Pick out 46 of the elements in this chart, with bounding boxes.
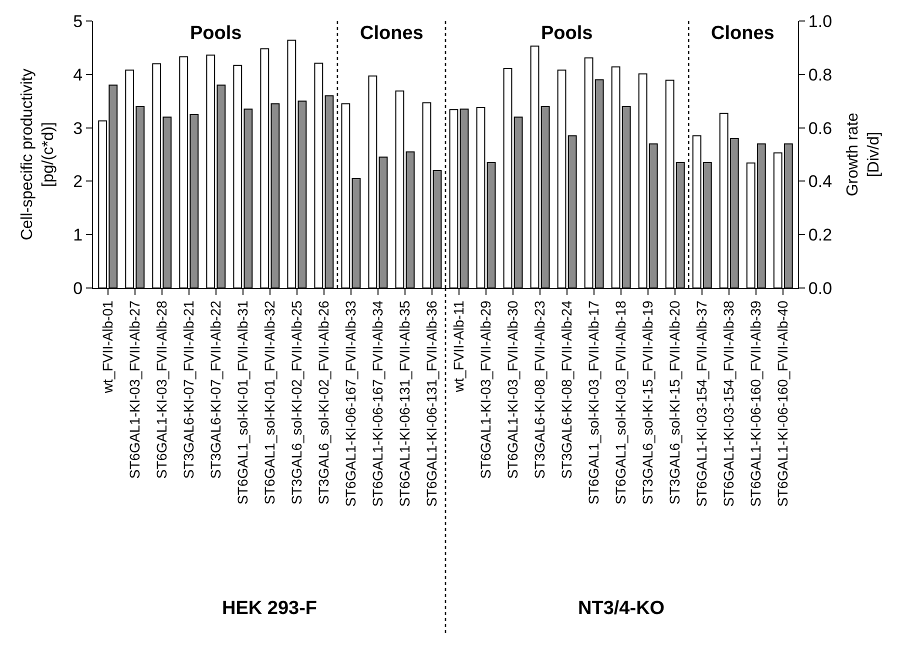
x-tick-label: ST6GAL1_sol-KI-01_FVII-Alb-32 xyxy=(261,300,278,504)
annotation: Clones xyxy=(711,23,774,44)
x-tick-label: ST6GAL1-KI-06-131_FVII-Alb-35 xyxy=(396,300,413,507)
x-tick-label: ST6GAL1_sol-KI-03_FVII-Alb-18 xyxy=(612,300,629,504)
y2-tick-label: 0.8 xyxy=(808,65,832,84)
annotation: Pools xyxy=(190,23,242,44)
x-tick-label: ST3GAL6-KI-08_FVII-Alb-24 xyxy=(558,300,575,479)
x-tick-label: ST6GAL1-KI-03_FVII-Alb-27 xyxy=(126,300,142,479)
annotation: Clones xyxy=(360,23,424,44)
x-tick-label: ST6GAL1-KI-06-160_FVII-Alb-40 xyxy=(774,300,791,507)
x-tick-label: ST6GAL1-KI-03-154_FVII-Alb-37 xyxy=(694,300,710,507)
x-tick-label: ST6GAL1-KI-03-154_FVII-Alb-38 xyxy=(720,300,737,507)
x-tick-label: ST3GAL6_sol-KI-15_FVII-Alb-19 xyxy=(640,300,656,504)
y-tick-label: 1 xyxy=(73,226,83,245)
y2-axis-title: Growth rate [Div/d] xyxy=(844,112,883,196)
text: HEK 293-F xyxy=(222,598,318,619)
x-tick-label: ST6GAL1-KI-06-167_FVII-Alb-34 xyxy=(370,300,386,507)
annotation: Pools xyxy=(541,23,593,44)
x-tick-label: ST6GAL1-KI-06-131_FVII-Alb-36 xyxy=(424,300,440,507)
x-tick-label: ST6GAL1-KI-03_FVII-Alb-30 xyxy=(504,300,521,479)
x-tick-label: ST3GAL6_sol-KI-02_FVII-Alb-26 xyxy=(316,300,332,504)
x-tick-label: ST3GAL6-KI-07_FVII-Alb-21 xyxy=(180,300,196,479)
y2-tick-label: 0.4 xyxy=(808,172,832,192)
x-tick-label: ST6GAL1_sol-KI-01_FVII-Alb-31 xyxy=(234,300,250,504)
y-tick-label: 0 xyxy=(73,278,83,298)
y-tick-label: 2 xyxy=(73,172,83,192)
text: NT3/4-KO xyxy=(578,598,665,619)
y-tick-label: 5 xyxy=(73,12,83,31)
x-tick-label: ST6GAL1-KI-03_FVII-Alb-29 xyxy=(478,300,494,479)
x-tick-label: ST3GAL6_sol-KI-02_FVII-Alb-25 xyxy=(288,300,304,504)
x-tick-label: wt_FVII-Alb-01 xyxy=(99,300,116,394)
x-tick-label: ST3GAL6-KI-07_FVII-Alb-22 xyxy=(207,300,224,479)
y-tick-label: 3 xyxy=(73,118,83,138)
y-tick-label: 4 xyxy=(73,65,83,84)
y2-tick-label: 1.0 xyxy=(808,12,832,31)
x-tick-label: ST3GAL6-KI-08_FVII-Alb-23 xyxy=(532,300,548,479)
x-tick-label: ST6GAL1_sol-KI-03_FVII-Alb-17 xyxy=(586,300,602,504)
x-tick-label: ST6GAL1-KI-06-167_FVII-Alb-33 xyxy=(342,300,359,507)
x-tick-label: ST6GAL1-KI-06-160_FVII-Alb-39 xyxy=(748,300,764,507)
y-axis-title: Cell-specific productivity [pg/(c*d)] xyxy=(19,68,58,240)
x-tick-label: ST6GAL1-KI-03_FVII-Alb-28 xyxy=(153,300,170,479)
y2-tick-label: 0.6 xyxy=(808,118,832,138)
y2-tick-label: 0.2 xyxy=(808,226,832,245)
y2-tick-label: 0.0 xyxy=(808,278,832,298)
x-tick-label: ST3GAL6_sol-KI-15_FVII-Alb-20 xyxy=(666,300,683,504)
x-tick-label: wt_FVII-Alb-11 xyxy=(450,300,467,394)
